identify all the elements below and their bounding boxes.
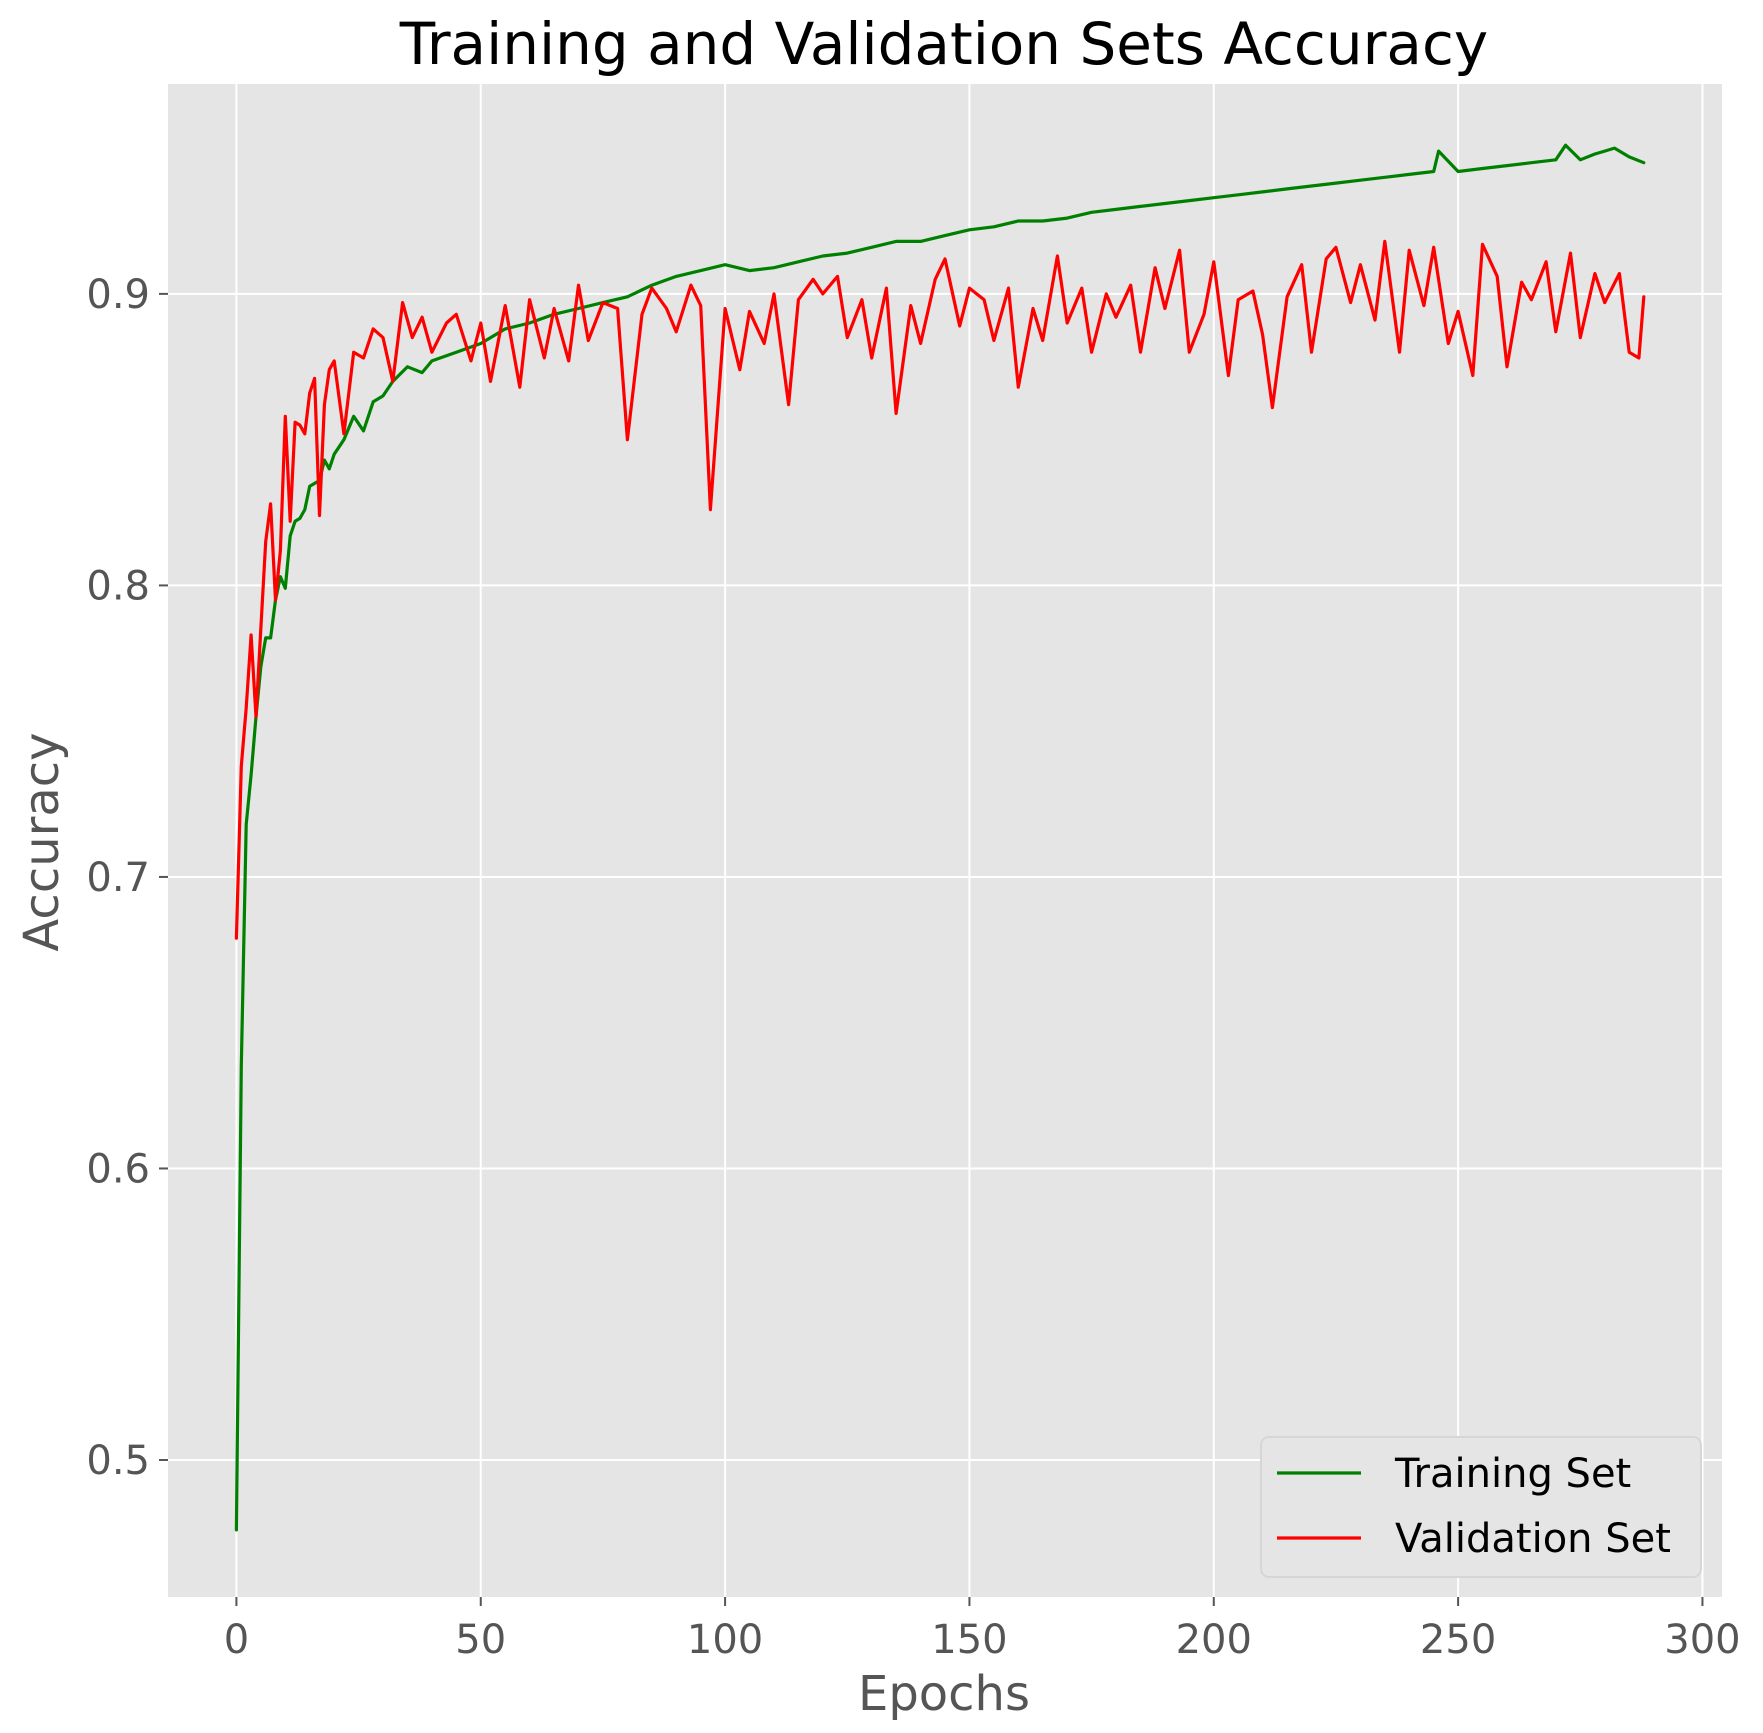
x-tick-label: 150: [931, 1617, 1007, 1663]
chart-title: Training and Validation Sets Accuracy: [399, 10, 1488, 78]
y-tick-label: 0.8: [86, 563, 150, 609]
legend-box: [1260, 1436, 1702, 1578]
x-tick-label: 100: [687, 1617, 763, 1663]
series-lines: [234, 143, 1646, 1532]
y-tick-label: 0.9: [86, 272, 150, 318]
legend: Training Set Validation Set: [1260, 1436, 1702, 1578]
x-tick-label: 250: [1420, 1617, 1496, 1663]
x-tick-label: 0: [224, 1617, 249, 1663]
x-tick-label: 300: [1664, 1617, 1740, 1663]
y-axis-label: Accuracy: [14, 732, 70, 951]
x-tick-label: 50: [455, 1617, 506, 1663]
x-axis-label: Epochs: [858, 1666, 1030, 1722]
y-tick-label: 0.7: [86, 855, 150, 901]
y-tick-label: 0.5: [86, 1438, 150, 1484]
y-axis-ticks: 0.5 0.6 0.7 0.8 0.9: [86, 272, 168, 1484]
y-tick-label: 0.6: [86, 1146, 150, 1192]
series-line-training: [234, 143, 1646, 1532]
x-axis-ticks: 0 50 100 150 200 250 300: [224, 1597, 1741, 1663]
series-line-validation: [234, 239, 1646, 940]
x-tick-label: 200: [1176, 1617, 1252, 1663]
legend-label: Training Set: [1394, 1451, 1631, 1497]
legend-label: Validation Set: [1395, 1516, 1671, 1562]
